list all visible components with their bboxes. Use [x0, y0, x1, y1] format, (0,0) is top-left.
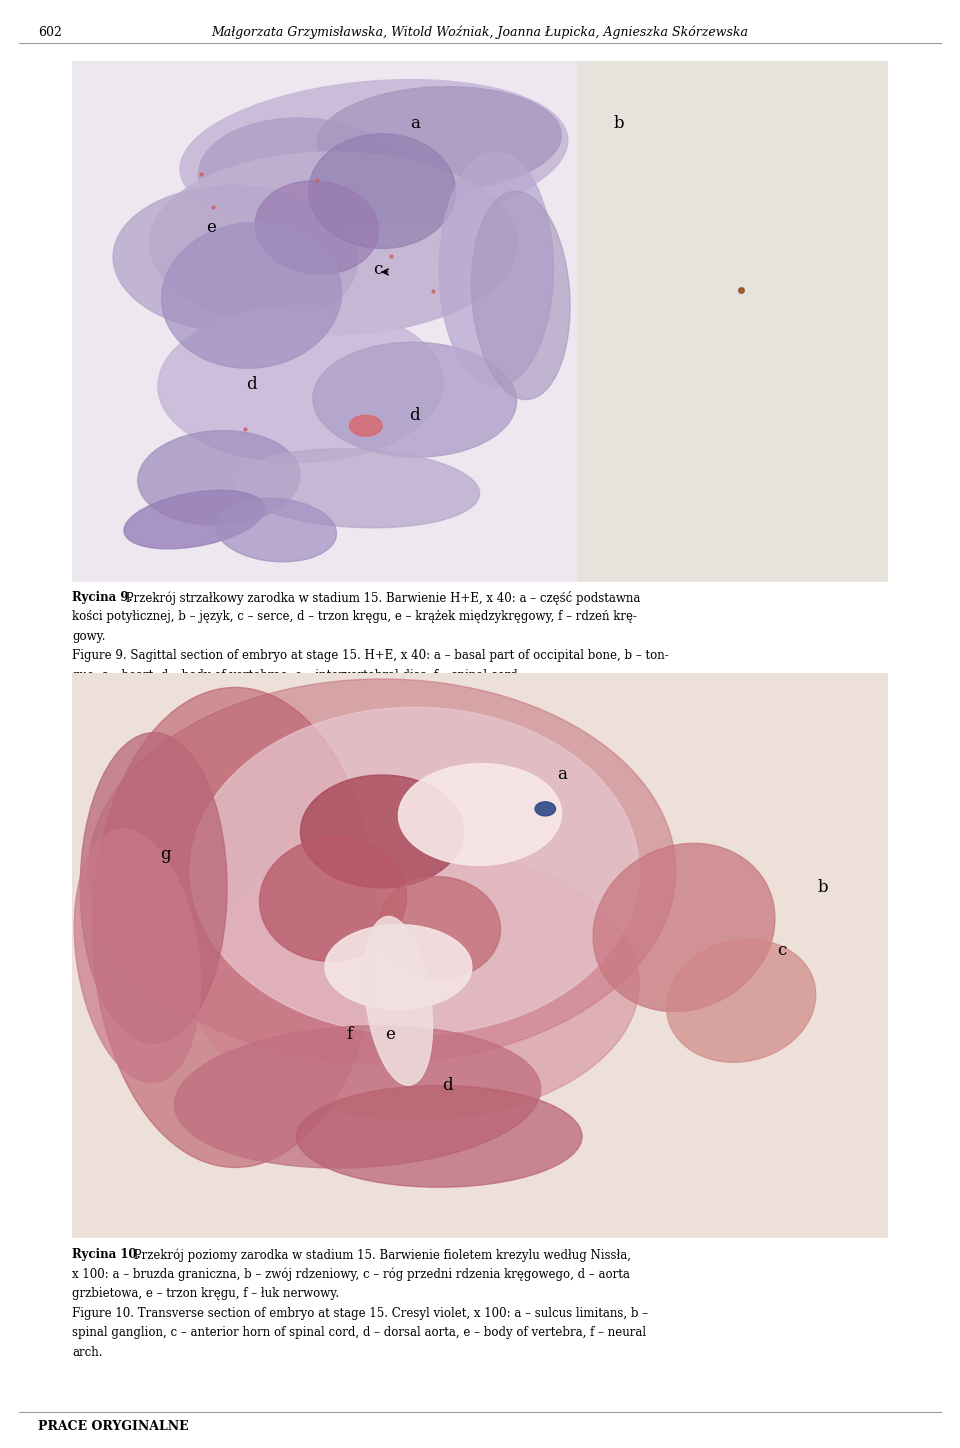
Ellipse shape	[535, 802, 556, 815]
Ellipse shape	[593, 843, 775, 1012]
Text: grzbietowa, e – trzon kręgu, f – łuk nerwowy.: grzbietowa, e – trzon kręgu, f – łuk ner…	[72, 1287, 339, 1300]
Ellipse shape	[81, 733, 228, 1043]
Text: Rycina 10.: Rycina 10.	[72, 1248, 141, 1261]
Text: Przekrój poziomy zarodka w stadium 15. Barwienie fioletem krezylu według Nissła,: Przekrój poziomy zarodka w stadium 15. B…	[130, 1248, 631, 1261]
Ellipse shape	[180, 80, 567, 230]
Text: b: b	[817, 879, 828, 896]
Text: c: c	[373, 261, 383, 278]
Polygon shape	[578, 61, 888, 582]
Ellipse shape	[324, 925, 472, 1009]
Text: d: d	[246, 375, 257, 392]
Ellipse shape	[313, 342, 516, 458]
Text: PRACE ORYGINALNE: PRACE ORYGINALNE	[38, 1420, 189, 1432]
Text: c: c	[778, 941, 786, 959]
Ellipse shape	[216, 498, 336, 562]
Text: b: b	[613, 114, 624, 132]
Text: kości potyłicznej, b – język, c – serce, d – trzon kręgu, e – krążek międzykręgo: kości potyłicznej, b – język, c – serce,…	[72, 611, 637, 623]
Ellipse shape	[349, 416, 382, 436]
Ellipse shape	[161, 223, 342, 368]
Text: Małgorzata Grzymisławska, Witold Woźniak, Joanna Łupicka, Agnieszka Skórzewska: Małgorzata Grzymisławska, Witold Woźniak…	[211, 26, 749, 39]
Text: gue, c – heart, d – body of vertebrae, e – intervertebral disc, f – spinal cord.: gue, c – heart, d – body of vertebrae, e…	[72, 669, 521, 682]
Text: f: f	[347, 1027, 352, 1043]
Ellipse shape	[255, 181, 378, 274]
Text: gowy.: gowy.	[72, 630, 106, 643]
Text: g: g	[160, 846, 171, 863]
Ellipse shape	[157, 306, 444, 462]
Ellipse shape	[439, 152, 553, 387]
Text: d: d	[409, 407, 420, 424]
Ellipse shape	[190, 849, 639, 1119]
Ellipse shape	[138, 430, 300, 526]
Text: Figure 10. Transverse section of embryo at stage 15. Cresyl violet, x 100: a – s: Figure 10. Transverse section of embryo …	[72, 1306, 648, 1319]
Ellipse shape	[317, 87, 562, 191]
Text: Rycina 9.: Rycina 9.	[72, 591, 132, 604]
Ellipse shape	[398, 763, 562, 866]
Text: d: d	[442, 1077, 453, 1095]
Ellipse shape	[666, 940, 816, 1063]
Ellipse shape	[471, 191, 570, 400]
Text: spinal ganglion, c – anterior horn of spinal cord, d – dorsal aorta, e – body of: spinal ganglion, c – anterior horn of sp…	[72, 1326, 646, 1339]
Ellipse shape	[175, 1025, 540, 1169]
Ellipse shape	[92, 688, 378, 1167]
Text: Figure 9. Sagittal section of embryo at stage 15. H+E, x 40: a – basal part of o: Figure 9. Sagittal section of embryo at …	[72, 649, 669, 662]
Ellipse shape	[113, 185, 357, 332]
Ellipse shape	[364, 917, 433, 1085]
Ellipse shape	[88, 679, 676, 1063]
Ellipse shape	[297, 1086, 582, 1187]
Ellipse shape	[309, 133, 455, 249]
Text: Przekrój strzałkowy zarodka w stadium 15. Barwienie H+E, x 40: a – część podstaw: Przekrój strzałkowy zarodka w stadium 15…	[122, 591, 640, 605]
Ellipse shape	[235, 449, 480, 529]
Ellipse shape	[378, 876, 500, 979]
Text: a: a	[410, 114, 420, 132]
Text: e: e	[385, 1027, 396, 1043]
Ellipse shape	[74, 830, 201, 1082]
Ellipse shape	[124, 491, 265, 549]
Ellipse shape	[199, 119, 402, 233]
Text: e: e	[205, 219, 216, 236]
Ellipse shape	[300, 775, 464, 888]
Text: a: a	[557, 766, 566, 783]
Text: arch.: arch.	[72, 1347, 103, 1358]
Text: x 100: a – bruzda graniczna, b – zwój rdzeniowy, c – róg przedni rdzenia kręgowe: x 100: a – bruzda graniczna, b – zwój rd…	[72, 1268, 630, 1281]
Text: 602: 602	[38, 26, 62, 39]
Ellipse shape	[190, 707, 639, 1035]
Ellipse shape	[259, 837, 407, 961]
Ellipse shape	[150, 152, 516, 334]
